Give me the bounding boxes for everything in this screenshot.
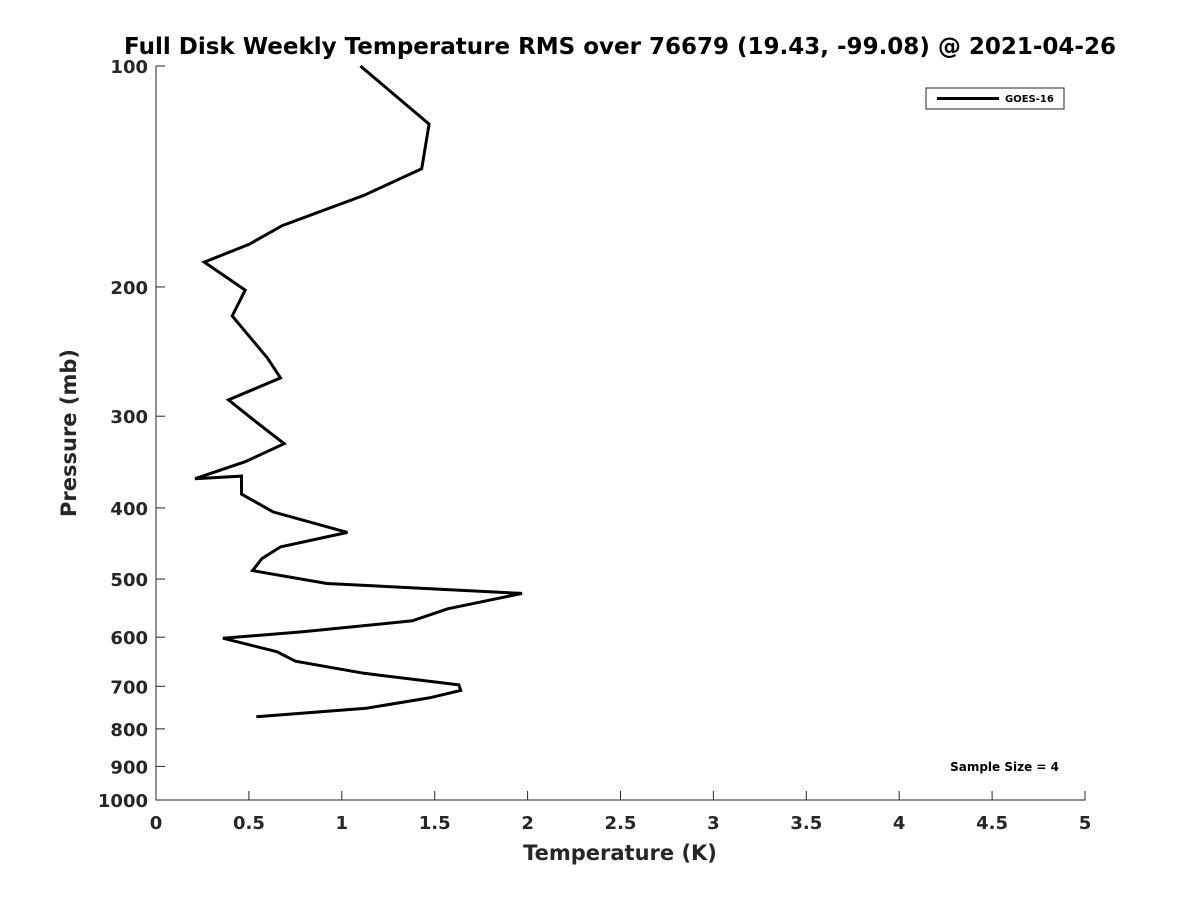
x-tick-label: 0.5: [233, 813, 265, 834]
x-axis-label: Temperature (K): [523, 841, 717, 865]
x-tick-label: 3.5: [790, 813, 822, 834]
x-tick-label: 4: [893, 813, 906, 834]
x-tick-label: 2.5: [605, 813, 637, 834]
y-axis-ticks: 100 200 300 400 500 600 700 800 900 1000: [98, 57, 165, 812]
y-tick-label: 300: [110, 407, 148, 428]
x-axis-ticks: 0 0.5 1 1.5 2 2.5 3 3.5 4 4.5 5: [150, 791, 1092, 834]
y-tick-label: 900: [110, 757, 148, 778]
plot-area: 0 0.5 1 1.5 2 2.5 3 3.5 4 4.5 5 100 200 300 400 500 600…: [98, 57, 1091, 834]
x-tick-label: 5: [1079, 813, 1092, 834]
y-tick-label: 100: [110, 57, 148, 78]
x-tick-label: 2: [521, 813, 534, 834]
y-tick-label: 1000: [98, 791, 148, 812]
series-layer: [194, 64, 523, 719]
y-axis-label: Pressure (mb): [57, 349, 81, 517]
x-tick-label: 0: [150, 813, 163, 834]
chart-title: Full Disk Weekly Temperature RMS over 76…: [124, 34, 1116, 60]
legend-label-goes-16: GOES-16: [1005, 94, 1054, 105]
y-tick-label: 700: [110, 677, 148, 698]
legend: GOES-16: [925, 87, 1065, 110]
x-tick-label: 3: [707, 813, 720, 834]
sample-size-annotation: Sample Size = 4: [950, 760, 1059, 774]
x-tick-label: 4.5: [976, 813, 1008, 834]
x-tick-label: 1: [336, 813, 349, 834]
y-tick-label: 200: [110, 278, 148, 299]
x-tick-label: 1.5: [419, 813, 451, 834]
y-tick-label: 600: [110, 628, 148, 649]
y-tick-label: 500: [110, 570, 148, 591]
y-tick-label: 800: [110, 720, 148, 741]
axis-lines: [155, 66, 1086, 801]
y-tick-label: 400: [110, 499, 148, 520]
series-line-goes-16: [194, 64, 523, 719]
